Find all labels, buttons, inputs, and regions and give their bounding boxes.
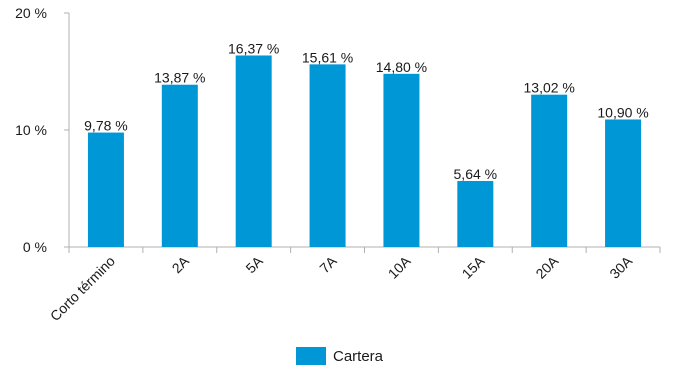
bar	[457, 181, 494, 247]
data-label: 13,02 %	[524, 80, 575, 96]
data-label: 13,87 %	[154, 70, 205, 86]
data-label: 16,37 %	[228, 40, 279, 56]
data-label: 9,78 %	[84, 118, 128, 134]
data-label: 14,80 %	[376, 59, 427, 75]
y-axis: 0 % 10 % 20 %	[15, 5, 70, 255]
y-tick-label: 10 %	[15, 122, 47, 138]
x-tick-label: 7A	[316, 252, 340, 276]
bar	[531, 94, 568, 247]
x-tick-label: 5A	[242, 252, 266, 276]
bar	[161, 84, 198, 247]
bar	[87, 132, 124, 247]
x-tick-label: 30A	[606, 252, 635, 281]
data-label: 15,61 %	[302, 49, 353, 65]
legend-swatch	[296, 347, 326, 365]
bars	[87, 55, 642, 247]
bar	[605, 119, 642, 247]
legend-label: Cartera	[333, 347, 384, 365]
x-tick-label: 10A	[385, 252, 414, 281]
bar	[309, 64, 346, 247]
x-tick-label: 15A	[458, 252, 487, 281]
value-labels: 9,78 % 13,87 % 16,37 % 15,61 % 14,80 % 5,64 %…	[84, 40, 649, 182]
x-tick-label: 20A	[532, 252, 561, 281]
x-tick-label: Corto término	[47, 253, 118, 324]
bar	[235, 55, 272, 247]
x-axis: Corto término 2A 5A 7A 10A 15A 20A 30A	[47, 246, 661, 324]
legend: Cartera	[296, 347, 383, 365]
data-label: 5,64 %	[454, 166, 498, 182]
bar	[383, 73, 420, 247]
y-tick-label: 0 %	[23, 239, 47, 255]
data-label: 10,90 %	[597, 104, 648, 120]
x-tick-label: 2A	[169, 252, 193, 276]
y-tick-label: 20 %	[15, 5, 47, 21]
